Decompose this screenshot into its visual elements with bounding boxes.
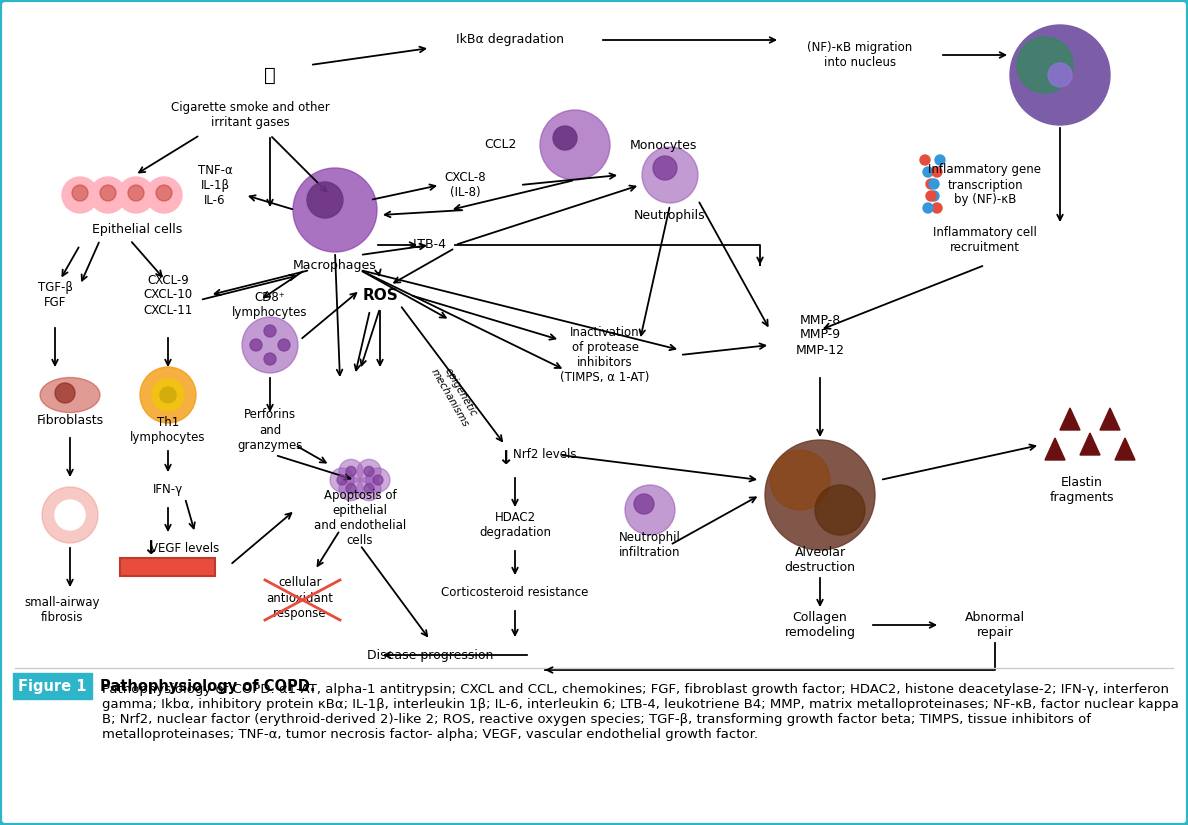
Text: Pathophysiology of COPD. α1-AT, alpha-1 antitrypsin; CXCL and CCL, chemokines; F: Pathophysiology of COPD. α1-AT, alpha-1 … — [102, 683, 1178, 741]
Text: Neutrophils: Neutrophils — [634, 209, 706, 221]
Text: Abnormal
repair: Abnormal repair — [965, 611, 1025, 639]
Circle shape — [140, 367, 196, 423]
Polygon shape — [1060, 408, 1080, 430]
Circle shape — [330, 468, 354, 492]
Text: VEGF levels: VEGF levels — [151, 541, 220, 554]
Text: Perforins
and
granzymes: Perforins and granzymes — [238, 408, 303, 451]
Text: ↓: ↓ — [497, 449, 513, 468]
Circle shape — [339, 460, 364, 483]
Circle shape — [925, 191, 936, 201]
Circle shape — [307, 182, 343, 218]
Circle shape — [642, 147, 699, 203]
Text: Monocytes: Monocytes — [630, 139, 697, 152]
Polygon shape — [1045, 438, 1064, 460]
Circle shape — [929, 191, 939, 201]
Text: TNF-α
IL-1β
IL-6: TNF-α IL-1β IL-6 — [197, 163, 233, 206]
Text: cellular
antioxidant
response: cellular antioxidant response — [266, 577, 334, 620]
Circle shape — [364, 483, 374, 493]
Circle shape — [72, 185, 88, 201]
Text: CXCL-8
(IL-8): CXCL-8 (IL-8) — [444, 171, 486, 199]
Circle shape — [242, 317, 298, 373]
Text: Inflammatory gene
transcription
by (NF)-κB: Inflammatory gene transcription by (NF)-… — [929, 163, 1042, 206]
Text: CXCL-9
CXCL-10
CXCL-11: CXCL-9 CXCL-10 CXCL-11 — [144, 274, 192, 317]
Circle shape — [346, 466, 356, 476]
Circle shape — [552, 126, 577, 150]
Circle shape — [278, 339, 290, 351]
Text: epigenetic
mechanisms: epigenetic mechanisms — [429, 361, 481, 429]
Text: Inactivation
of protease
inhibitors
(TIMPS, α 1-AT): Inactivation of protease inhibitors (TIM… — [561, 326, 650, 384]
Text: 🚬: 🚬 — [264, 65, 276, 84]
Circle shape — [160, 387, 176, 403]
Text: Fibroblasts: Fibroblasts — [37, 413, 103, 427]
Circle shape — [152, 379, 184, 411]
Circle shape — [293, 168, 377, 252]
Text: CCL2: CCL2 — [484, 139, 517, 152]
Circle shape — [923, 167, 933, 177]
Circle shape — [634, 494, 655, 514]
Circle shape — [358, 460, 381, 483]
Circle shape — [264, 353, 276, 365]
Circle shape — [90, 177, 126, 213]
Circle shape — [625, 485, 675, 535]
Polygon shape — [1080, 433, 1100, 455]
Circle shape — [935, 155, 944, 165]
Circle shape — [100, 185, 116, 201]
Circle shape — [933, 203, 942, 213]
Text: Neutrophil
infiltration: Neutrophil infiltration — [619, 531, 681, 559]
Text: Epithelial cells: Epithelial cells — [91, 224, 182, 237]
Circle shape — [373, 475, 383, 485]
Circle shape — [337, 475, 347, 485]
Text: HDAC2
degradation: HDAC2 degradation — [479, 511, 551, 539]
Circle shape — [364, 466, 374, 476]
Circle shape — [55, 383, 75, 403]
Ellipse shape — [40, 378, 100, 412]
Circle shape — [118, 177, 154, 213]
Circle shape — [1010, 25, 1110, 125]
Text: Figure 1: Figure 1 — [18, 680, 87, 695]
Text: LTB-4: LTB-4 — [413, 238, 447, 252]
Circle shape — [249, 339, 263, 351]
Text: Alveolar
destruction: Alveolar destruction — [784, 546, 855, 574]
Circle shape — [358, 477, 381, 501]
Text: Pathophysiology of COPD.: Pathophysiology of COPD. — [100, 680, 316, 695]
Circle shape — [62, 177, 97, 213]
Text: Cigarette smoke and other
irritant gases: Cigarette smoke and other irritant gases — [171, 101, 329, 129]
Text: Disease progression: Disease progression — [367, 648, 493, 662]
Circle shape — [923, 203, 933, 213]
Circle shape — [541, 110, 609, 180]
Text: MMP-8
MMP-9
MMP-12: MMP-8 MMP-9 MMP-12 — [796, 314, 845, 356]
Text: ↓: ↓ — [141, 539, 158, 558]
Text: Collagen
remodeling: Collagen remodeling — [784, 611, 855, 639]
Text: Apoptosis of
epithelial
and endothelial
cells: Apoptosis of epithelial and endothelial … — [314, 489, 406, 547]
Text: Nrf2 levels: Nrf2 levels — [513, 449, 576, 461]
FancyBboxPatch shape — [13, 673, 91, 699]
Circle shape — [815, 485, 865, 535]
Text: IkBα degradation: IkBα degradation — [456, 34, 564, 46]
Circle shape — [920, 155, 930, 165]
Text: Elastin
fragments: Elastin fragments — [1050, 476, 1114, 504]
Circle shape — [55, 500, 86, 530]
Circle shape — [156, 185, 172, 201]
Circle shape — [770, 450, 830, 510]
Circle shape — [42, 487, 97, 543]
Text: TGF-β
FGF: TGF-β FGF — [38, 281, 72, 309]
Circle shape — [929, 179, 939, 189]
Text: CD8⁺
lymphocytes: CD8⁺ lymphocytes — [232, 291, 308, 319]
Text: Inflammatory cell
recruitment: Inflammatory cell recruitment — [933, 226, 1037, 254]
Circle shape — [653, 156, 677, 180]
Circle shape — [366, 468, 390, 492]
Circle shape — [925, 179, 936, 189]
Text: small-airway
fibrosis: small-airway fibrosis — [24, 596, 100, 624]
Text: ROS: ROS — [362, 287, 398, 303]
Circle shape — [933, 167, 942, 177]
Circle shape — [339, 477, 364, 501]
Polygon shape — [1116, 438, 1135, 460]
Text: Th1
lymphocytes: Th1 lymphocytes — [131, 416, 206, 444]
Circle shape — [346, 483, 356, 493]
Text: (NF)-κB migration
into nucleus: (NF)-κB migration into nucleus — [808, 41, 912, 69]
Text: Corticosteroid resistance: Corticosteroid resistance — [441, 586, 589, 598]
FancyBboxPatch shape — [120, 558, 215, 576]
Circle shape — [1048, 63, 1072, 87]
Circle shape — [765, 440, 876, 550]
